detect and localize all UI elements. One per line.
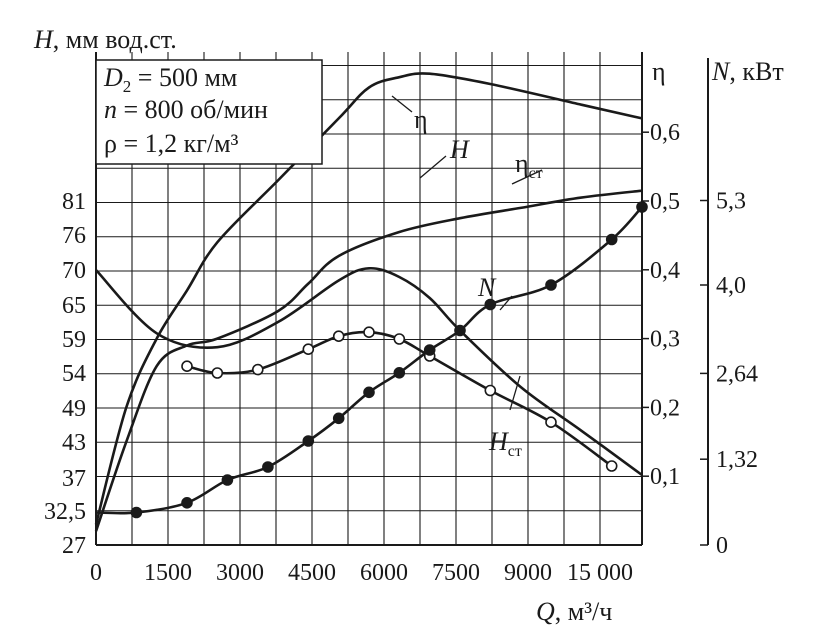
label-H-st-symbol: H (488, 427, 509, 456)
point-N (302, 435, 315, 447)
x-tick-label: 0 (90, 560, 102, 586)
point-Hст (181, 360, 193, 373)
left-tick-label: 43 (62, 430, 86, 456)
x-axis-separator: , (555, 597, 568, 626)
power-axis-symbol: N (711, 57, 731, 86)
x-axis-title: Q, м³/ч (536, 597, 612, 626)
left-tick-label: 81 (62, 189, 86, 215)
left-axis-title: H, мм вод.ст. (33, 25, 177, 54)
leader-N (499, 295, 513, 311)
x-tick-label: 6000 (360, 560, 408, 586)
left-tick-label: 54 (62, 361, 86, 387)
power-axis-title: N, кВт (711, 57, 784, 86)
point-N (636, 201, 648, 213)
power-tick-label: 5,3 (716, 189, 746, 215)
point-Hст (211, 367, 224, 379)
point-Hст (251, 363, 264, 376)
point-N (454, 324, 466, 337)
eta-tick-label: 0,4 (650, 258, 680, 284)
leader-eta-st (511, 169, 543, 185)
x-tick-label: 15 000 (567, 560, 633, 586)
left-axis-separator: , (53, 25, 66, 54)
left-tick-label: 70 (62, 258, 86, 284)
info-line-diameter: D2 = 500 мм (103, 63, 237, 96)
point-Hст (332, 330, 345, 343)
series-line-η (94, 72, 643, 525)
series-line-N (95, 206, 643, 515)
label-H-st-sub: ст (508, 443, 522, 460)
series-line-Hст (186, 330, 613, 468)
x-tick-label: 1500 (144, 560, 192, 586)
power-tick-label: 4,0 (716, 273, 746, 299)
leader-eta (391, 95, 413, 113)
info-speed-symbol: n (104, 95, 117, 124)
point-N (423, 344, 436, 356)
info-speed-value: = 800 об/мин (117, 95, 268, 124)
point-N (130, 506, 143, 519)
power-tick-label: 1,32 (716, 447, 758, 473)
info-diameter-symbol: D (103, 63, 123, 92)
left-tick-label: 32,5 (44, 499, 86, 525)
label-eta-st-symbol: η (515, 149, 529, 178)
point-Hст (302, 343, 315, 356)
point-N (332, 412, 345, 425)
label-eta-st: ηст (515, 149, 543, 182)
label-eta-st-sub: ст (529, 165, 543, 182)
left-tick-label: 59 (62, 327, 86, 353)
power-tick-label: 0 (716, 533, 728, 559)
point-N (181, 496, 193, 509)
left-tick-label: 27 (62, 533, 86, 559)
point-N (221, 474, 234, 486)
x-axis-symbol: Q (536, 597, 555, 626)
x-tick-label: 3000 (216, 560, 264, 586)
left-tick-label: 49 (62, 396, 86, 422)
x-tick-label: 9000 (504, 560, 552, 586)
left-tick-label: 37 (62, 466, 86, 492)
power-axis-separator: , (729, 57, 742, 86)
series-line-H (95, 266, 643, 477)
left-tick-label: 76 (62, 223, 86, 249)
info-line-density: ρ = 1,2 кг/м³ (104, 129, 239, 158)
label-H-st: Hст (488, 427, 522, 460)
point-Hст (363, 326, 375, 339)
point-Hст (545, 416, 557, 429)
point-N (605, 233, 618, 246)
point-Hст (605, 460, 618, 472)
power-axis-unit: кВт (742, 57, 783, 86)
series-line-ηст (94, 189, 643, 532)
point-N (262, 461, 274, 473)
point-N (393, 366, 406, 379)
eta-tick-label: 0,1 (650, 464, 680, 490)
info-line-speed: n = 800 об/мин (104, 95, 268, 124)
point-N (484, 298, 497, 311)
point-Hст (393, 333, 406, 345)
eta-tick-label: 0,5 (650, 189, 680, 215)
eta-tick-label: 0,2 (650, 395, 680, 421)
label-H: H (449, 135, 470, 164)
eta-tick-label: 0,6 (650, 120, 680, 146)
x-tick-label: 7500 (432, 560, 480, 586)
eta-tick-label: 0,3 (650, 327, 680, 353)
left-axis-unit: мм вод.ст. (66, 25, 177, 54)
power-tick-label: 2,64 (716, 361, 758, 387)
tick-labels: 27 32,5 37 43 49 54 59 65 70 76 81 0,1 0,2 0,3 0,4 0,5 0… (44, 120, 758, 586)
info-diameter-sub: 2 (123, 77, 132, 96)
label-eta: η (414, 105, 428, 134)
point-N (363, 386, 375, 399)
leader-H (419, 155, 447, 179)
x-axis-unit: м³/ч (568, 597, 613, 626)
info-diameter-value: = 500 мм (131, 63, 237, 92)
label-N: N (477, 273, 497, 302)
leader-H-st (509, 375, 521, 411)
left-tick-label: 65 (62, 293, 86, 319)
point-Hст (484, 384, 497, 397)
eta-axis-title: η (652, 57, 666, 86)
info-box (95, 59, 323, 165)
x-tick-label: 4500 (288, 560, 336, 586)
markers (130, 201, 648, 519)
left-axis-symbol: H (33, 25, 54, 54)
point-N (545, 279, 557, 291)
curve-labels (391, 95, 543, 411)
